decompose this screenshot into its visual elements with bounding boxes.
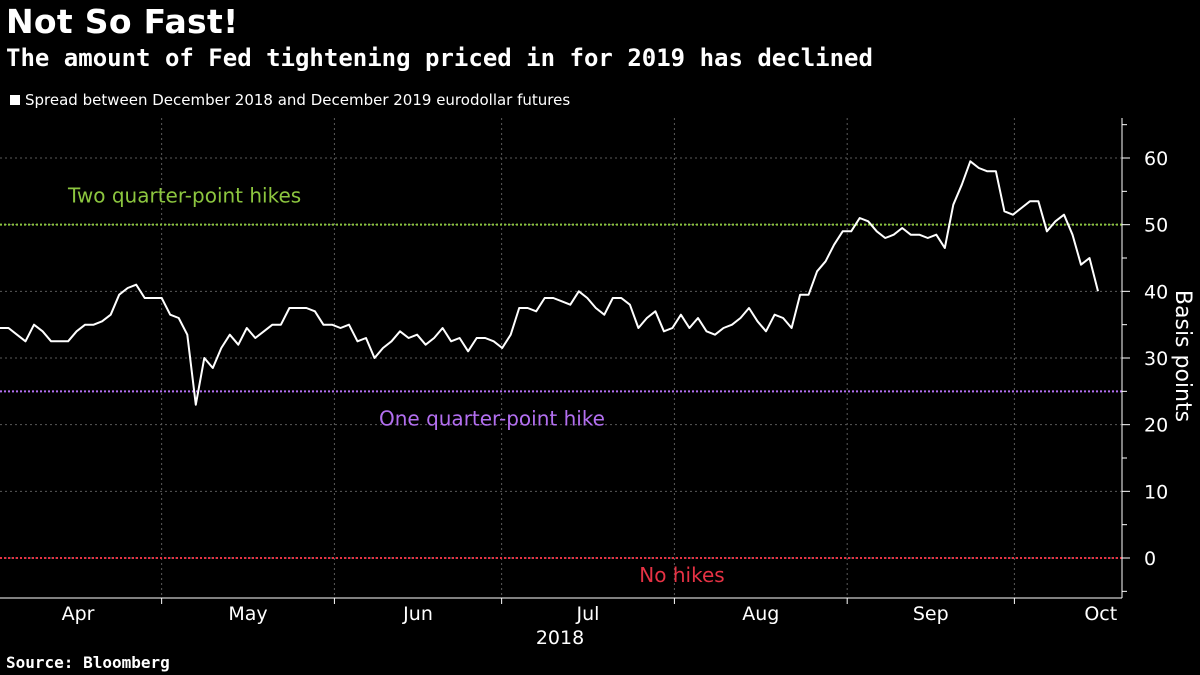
y-tick-label-60: 60 (1144, 148, 1168, 170)
reference-lines: Two quarter-point hikes One quarter-point… (0, 184, 1122, 587)
x-tick-label-oct: Oct (1084, 603, 1117, 625)
x-tick-label-apr: Apr (62, 603, 95, 625)
x-axis-year-label: 2018 (536, 627, 584, 649)
axes: Apr May Jun Jul Aug Sep Oct 2018 0 10 20 30 40 50 60 Ba… (0, 118, 1195, 649)
y-tick-label-30: 30 (1144, 348, 1168, 370)
x-tick-label-aug: Aug (742, 603, 779, 625)
y-tick-label-20: 20 (1144, 415, 1168, 437)
reference-label-25: One quarter-point hike (379, 406, 605, 430)
reference-label-50: Two quarter-point hikes (67, 184, 301, 208)
series (0, 160, 1099, 406)
chart-title: Not So Fast! (6, 2, 239, 41)
source-note: Source: Bloomberg (6, 653, 170, 672)
x-tick-label-may: May (228, 603, 267, 625)
x-tick-label-jul: Jul (576, 603, 600, 625)
chart-subtitle: The amount of Fed tightening priced in f… (6, 44, 873, 72)
legend-label: Spread between December 2018 and Decembe… (25, 91, 571, 109)
reference-label-0: No hikes (639, 563, 724, 587)
series-line (0, 160, 1099, 406)
y-axis-title: Basis points (1170, 290, 1195, 422)
legend-swatch (10, 95, 20, 105)
x-tick-label-jun: Jun (402, 603, 433, 625)
x-tick-label-sep: Sep (913, 603, 949, 625)
y-tick-label-10: 10 (1144, 481, 1168, 503)
y-tick-label-40: 40 (1144, 281, 1168, 303)
legend: Spread between December 2018 and Decembe… (10, 91, 570, 109)
y-tick-label-0: 0 (1144, 548, 1156, 570)
y-tick-label-50: 50 (1144, 215, 1168, 237)
